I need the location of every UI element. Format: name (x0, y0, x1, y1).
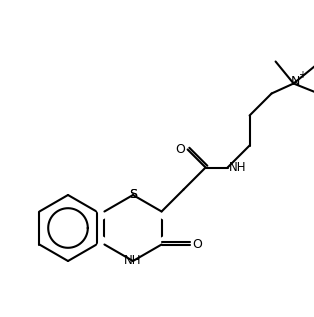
Text: O: O (176, 143, 186, 156)
Text: S: S (129, 189, 137, 202)
Text: NH: NH (124, 255, 142, 268)
Text: +: + (298, 70, 306, 81)
Text: NH: NH (229, 161, 246, 174)
Text: O: O (193, 238, 203, 251)
Text: N: N (291, 75, 300, 88)
Text: S: S (129, 189, 137, 202)
